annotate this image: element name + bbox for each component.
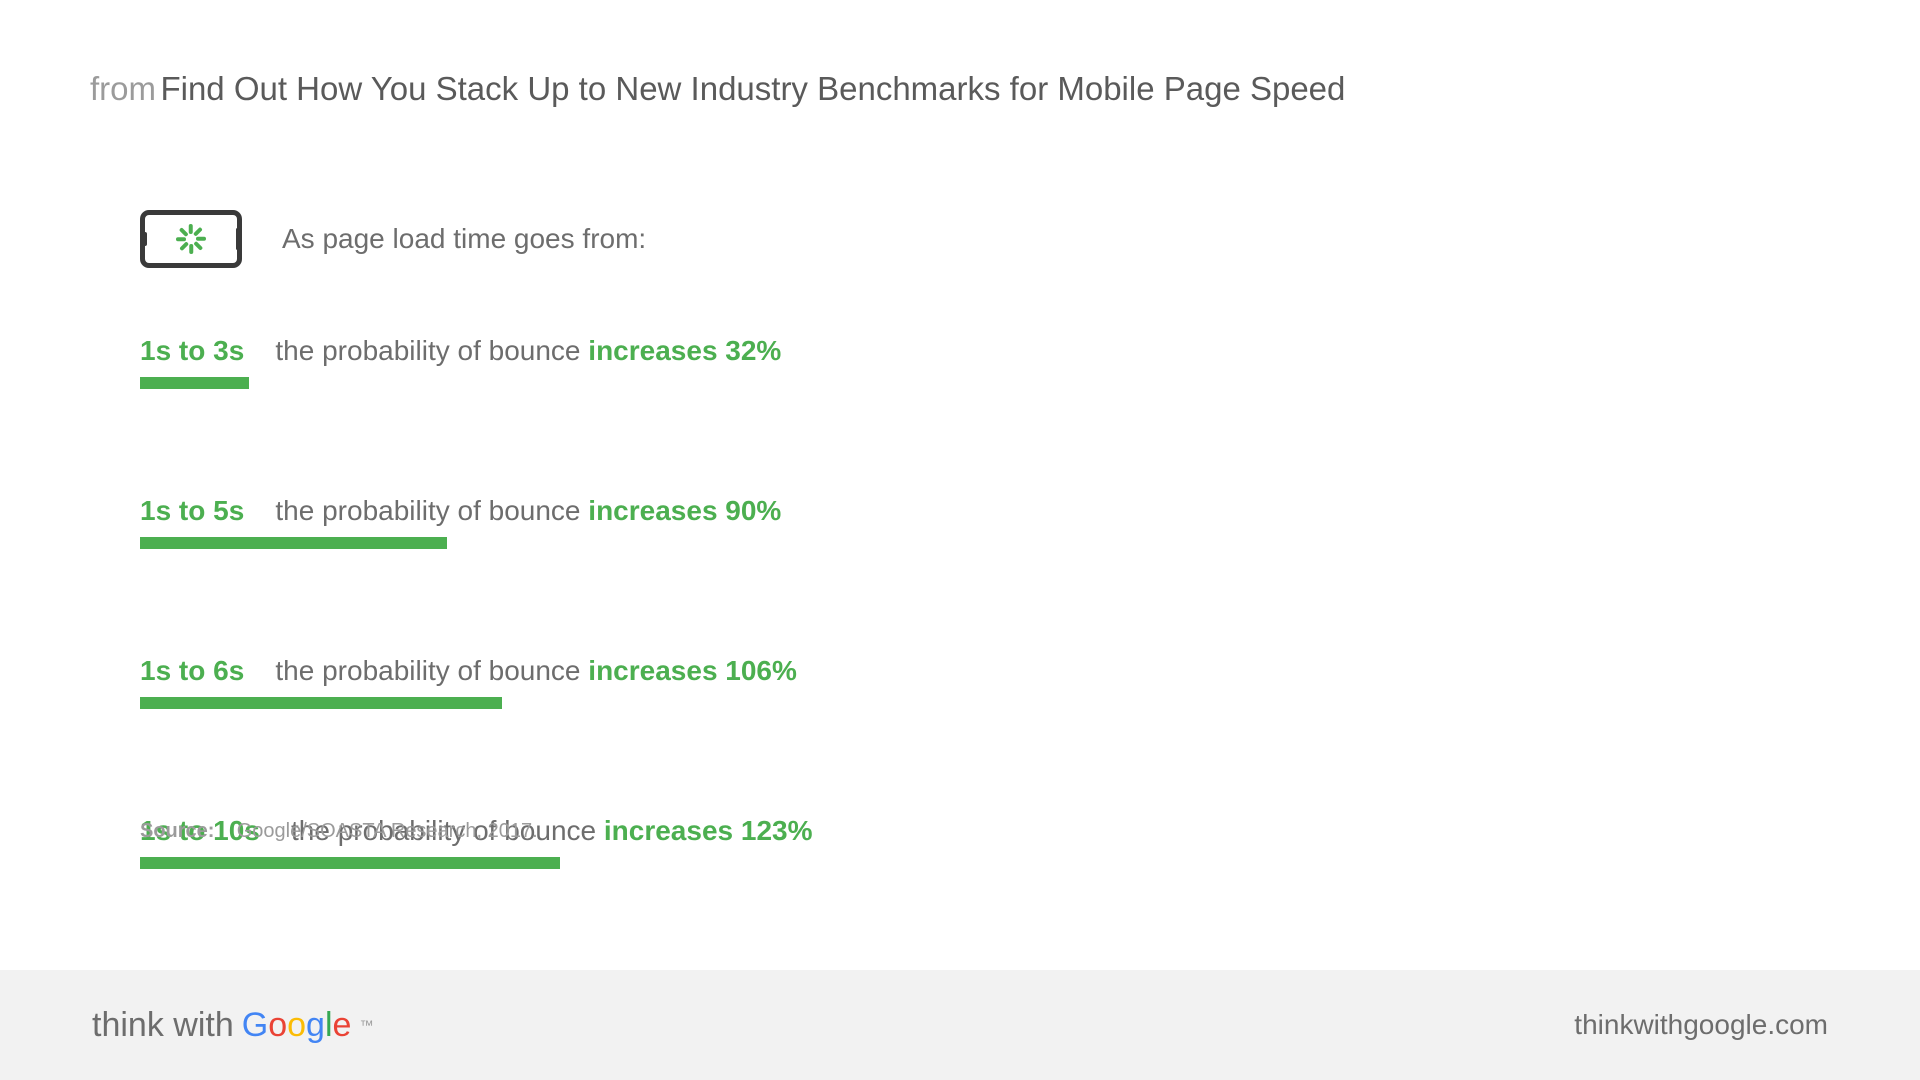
logo-g2: g — [306, 1006, 325, 1045]
stat-mid: the probability of bounce — [275, 495, 580, 526]
footer-right: thinkwithgoogle.com — [1574, 1009, 1828, 1041]
stat-bar — [140, 537, 447, 549]
source-label: Source: — [140, 820, 214, 842]
page-header: from Find Out How You Stack Up to New In… — [90, 70, 1345, 108]
logo-o1: o — [268, 1006, 287, 1045]
footer: think with G o o g l e ™ thinkwithgoogle… — [0, 970, 1920, 1080]
stat-increase: increases 32% — [588, 335, 781, 366]
footer-prefix: think with — [92, 1006, 234, 1045]
source-text: Google/SOASTA Research, 2017. — [237, 820, 538, 842]
stat-increase: increases 123% — [604, 815, 813, 846]
logo-o2: o — [287, 1006, 306, 1045]
trademark-icon: ™ — [359, 1017, 373, 1033]
stat-range: 1s to 3s — [140, 335, 244, 366]
page: from Find Out How You Stack Up to New In… — [0, 0, 1920, 1080]
logo-l: l — [325, 1006, 333, 1045]
stat-increase: increases 106% — [588, 655, 797, 686]
stat-range: 1s to 6s — [140, 655, 244, 686]
stat-row-text: 1s to 6s the probability of bounce incre… — [140, 655, 812, 687]
stat-mid: the probability of bounce — [275, 335, 580, 366]
phone-loading-icon — [140, 210, 242, 268]
logo-g1: G — [242, 1006, 268, 1045]
intro-text: As page load time goes from: — [282, 223, 646, 255]
stat-row: 1s to 6s the probability of bounce incre… — [140, 655, 812, 709]
stat-range: 1s to 5s — [140, 495, 244, 526]
header-from: from — [90, 70, 156, 107]
stat-row-text: 1s to 5s the probability of bounce incre… — [140, 495, 812, 527]
stat-mid: the probability of bounce — [275, 655, 580, 686]
stat-bar — [140, 697, 502, 709]
stat-increase: increases 90% — [588, 495, 781, 526]
stat-row-text: 1s to 3s the probability of bounce incre… — [140, 335, 812, 367]
spinner-icon — [176, 224, 206, 254]
stat-row: 1s to 5s the probability of bounce incre… — [140, 495, 812, 549]
footer-left: think with G o o g l e ™ — [92, 1006, 373, 1045]
source-line: Source: Google/SOASTA Research, 2017. — [140, 820, 538, 843]
stat-rows: 1s to 3s the probability of bounce incre… — [140, 335, 812, 869]
stat-bar — [140, 377, 249, 389]
google-logo: G o o g l e — [242, 1006, 352, 1045]
stat-bar — [140, 857, 560, 869]
header-title: Find Out How You Stack Up to New Industr… — [160, 70, 1345, 107]
stat-row: 1s to 3s the probability of bounce incre… — [140, 335, 812, 389]
logo-e: e — [333, 1006, 352, 1045]
intro-row: As page load time goes from: — [140, 210, 646, 268]
